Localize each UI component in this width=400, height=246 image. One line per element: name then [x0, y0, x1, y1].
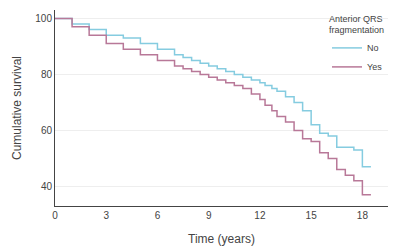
svg-text:40: 40 — [41, 181, 53, 192]
svg-text:Time (years): Time (years) — [188, 232, 255, 246]
svg-text:No: No — [367, 43, 379, 53]
svg-text:12: 12 — [254, 210, 266, 221]
svg-text:Cumulative survival: Cumulative survival — [10, 56, 24, 160]
svg-text:100: 100 — [35, 13, 52, 24]
svg-text:80: 80 — [41, 69, 53, 80]
svg-text:6: 6 — [155, 210, 161, 221]
svg-text:15: 15 — [306, 210, 318, 221]
svg-text:60: 60 — [41, 125, 53, 136]
svg-text:Anterior QRSfragmentation: Anterior QRSfragmentation — [329, 14, 384, 36]
svg-text:Yes: Yes — [367, 62, 382, 72]
svg-text:3: 3 — [103, 210, 109, 221]
svg-text:0: 0 — [52, 210, 58, 221]
svg-text:18: 18 — [357, 210, 369, 221]
svg-text:9: 9 — [206, 210, 212, 221]
